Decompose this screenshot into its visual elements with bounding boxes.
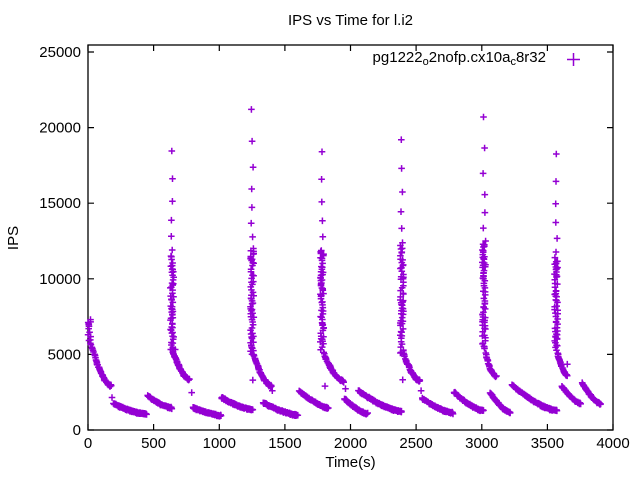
y-tick-label: 20000 <box>39 120 81 137</box>
scatter-points <box>84 106 604 420</box>
chart-title: IPS vs Time for l.i2 <box>287 12 414 29</box>
y-tick-label: 0 <box>73 422 81 439</box>
x-tick-label: 4000 <box>596 435 629 452</box>
x-axis-label: Time(s) <box>325 454 376 471</box>
x-tick-label: 0 <box>84 435 92 452</box>
y-tick-label: 5000 <box>48 346 81 363</box>
x-tick-label: 500 <box>141 435 166 452</box>
x-tick-label: 2000 <box>334 435 367 452</box>
legend-series-label: pg1222o2nofp.cx10ac8r32 <box>372 49 546 68</box>
x-tick-label: 1000 <box>203 435 236 452</box>
legend-entry: pg1222o2nofp.cx10ac8r32 <box>373 49 581 71</box>
plus-marker-icon <box>567 53 580 67</box>
plot-border <box>87 44 614 431</box>
y-tick-label: 10000 <box>39 271 81 288</box>
x-tick-label: 3500 <box>531 435 564 452</box>
x-tick-label: 1500 <box>268 435 301 452</box>
y-tick-label: 25000 <box>39 44 81 61</box>
axis-ticks <box>87 45 614 431</box>
x-tick-label: 3000 <box>465 435 498 452</box>
y-tick-label: 15000 <box>39 195 81 212</box>
x-tick-label: 2500 <box>399 435 432 452</box>
